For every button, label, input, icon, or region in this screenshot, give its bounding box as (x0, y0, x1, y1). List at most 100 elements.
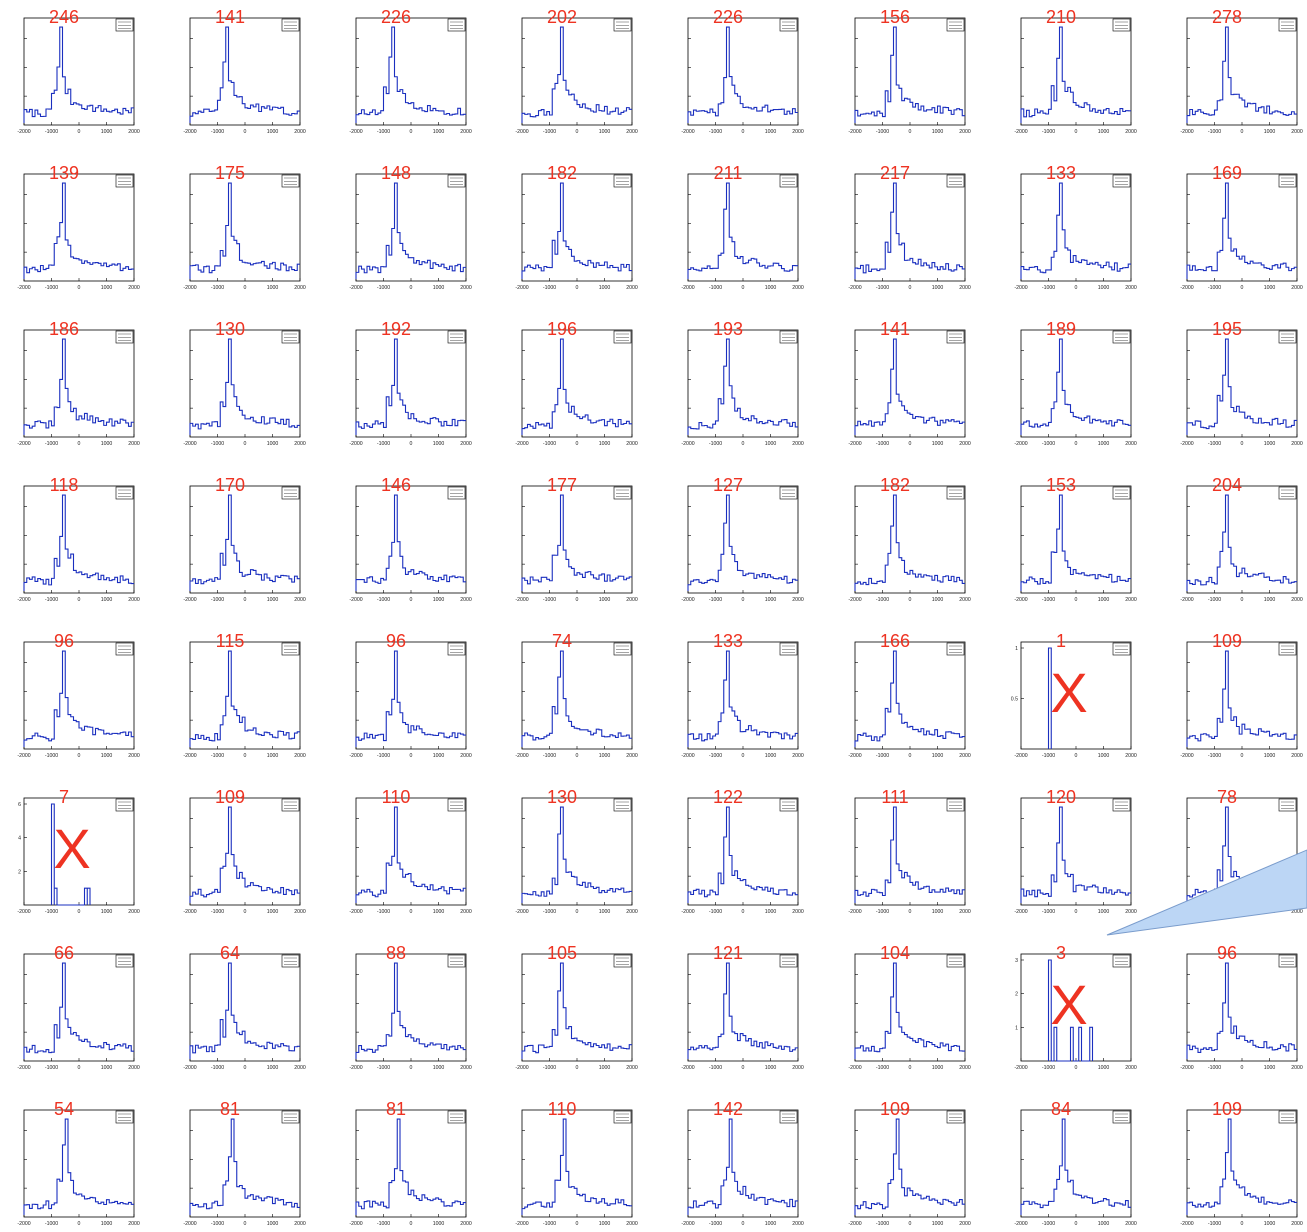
histogram-panel: -2000 -1000 0 1000 2000 110 (349, 787, 472, 915)
x-tick-label: -2000 (1014, 129, 1027, 135)
x-tick-label: -2000 (17, 441, 30, 447)
rejected-mark: X (1050, 973, 1087, 1036)
x-tick-label: 2000 (294, 1065, 306, 1071)
x-tick-label: 0 (909, 441, 912, 447)
entry-count: 1 (1056, 631, 1066, 651)
x-tick-label: 2000 (1125, 597, 1137, 603)
x-tick-label: 2000 (1125, 129, 1137, 135)
x-tick-label: 0 (909, 597, 912, 603)
x-tick-label: 2000 (1291, 909, 1303, 915)
panel-frame (687, 173, 799, 282)
x-tick-label: 1000 (1098, 909, 1110, 915)
entry-count: 130 (215, 319, 245, 339)
x-tick-label: -2000 (349, 285, 362, 291)
entry-count: 96 (1217, 943, 1237, 963)
x-tick-label: -2000 (681, 1065, 694, 1071)
histogram-line (521, 494, 632, 591)
entry-count: 115 (216, 631, 245, 651)
x-tick-label: 1000 (433, 1221, 445, 1227)
x-tick-label: 1000 (1264, 1065, 1276, 1071)
x-tick-label: 1000 (1098, 597, 1110, 603)
entry-count: 54 (54, 1099, 74, 1119)
panel-frame (355, 173, 467, 282)
histogram-panel: -2000 -1000 0 1000 2000 104 (848, 943, 971, 1071)
x-tick-label: 2000 (294, 1221, 306, 1227)
x-tick-label: -1000 (543, 129, 556, 135)
histogram-panel: -2000 -1000 0 1000 2000 130 (183, 319, 306, 447)
x-tick-label: 0 (1075, 1221, 1078, 1227)
x-tick-label: -2000 (1180, 753, 1193, 759)
x-tick-label: -2000 (183, 441, 196, 447)
x-tick-label: 1000 (267, 1221, 279, 1227)
x-tick-label: -2000 (17, 753, 30, 759)
x-tick-label: 1000 (599, 285, 611, 291)
entry-count: 141 (215, 7, 245, 27)
x-tick-label: -1000 (45, 285, 58, 291)
histogram-line (687, 338, 798, 435)
x-tick-label: -2000 (681, 1221, 694, 1227)
x-tick-label: 1000 (932, 753, 944, 759)
x-tick-label: 1000 (765, 441, 777, 447)
x-tick-label: -1000 (45, 1065, 58, 1071)
entry-count: 182 (547, 163, 577, 183)
entry-count: 217 (880, 163, 910, 183)
histogram-panel: -2000 -1000 0 1000 2000 122 (681, 787, 804, 915)
histogram-line (1186, 962, 1297, 1059)
x-tick-label: -2000 (848, 441, 861, 447)
x-tick-label: 0 (410, 441, 413, 447)
x-tick-label: -2000 (183, 129, 196, 135)
x-tick-label: -1000 (876, 285, 889, 291)
histogram-line (854, 494, 965, 591)
histogram-line (1186, 338, 1297, 435)
entry-count: 7 (59, 787, 69, 807)
x-tick-label: 2000 (128, 129, 140, 135)
histogram-line (687, 806, 798, 903)
x-tick-label: -1000 (876, 753, 889, 759)
x-tick-label: 0 (78, 285, 81, 291)
x-tick-label: -2000 (183, 753, 196, 759)
x-tick-label: 2000 (460, 1065, 472, 1071)
x-tick-label: 0 (1075, 909, 1078, 915)
entry-count: 66 (54, 943, 74, 963)
histogram-line (687, 26, 798, 123)
histogram-line (854, 26, 965, 123)
x-tick-label: -1000 (543, 753, 556, 759)
x-tick-label: 0 (244, 909, 247, 915)
histogram-line (521, 182, 632, 279)
x-tick-label: 2000 (1125, 285, 1137, 291)
x-tick-label: -2000 (681, 129, 694, 135)
x-tick-label: -2000 (1180, 1221, 1193, 1227)
histogram-line (355, 1118, 466, 1215)
x-tick-label: -1000 (543, 1065, 556, 1071)
histogram-panel: -2000 -1000 0 1000 2000 182 (515, 163, 638, 291)
x-tick-label: -2000 (1014, 909, 1027, 915)
x-tick-label: 1000 (765, 1065, 777, 1071)
x-tick-label: -2000 (515, 753, 528, 759)
histogram-panel: -2000 -1000 0 1000 2000 105 (515, 943, 638, 1071)
x-tick-label: 0 (244, 441, 247, 447)
histogram-panel: -2000 -1000 0 1000 2000 196 (515, 319, 638, 447)
x-tick-label: 0 (1075, 597, 1078, 603)
x-tick-label: 1000 (101, 597, 113, 603)
x-tick-label: 1000 (1098, 1221, 1110, 1227)
histogram-panel: -2000 -1000 0 1000 2000 170 (183, 475, 306, 603)
x-tick-label: 2000 (294, 597, 306, 603)
x-tick-label: 2000 (959, 129, 971, 135)
x-tick-label: 1000 (101, 1221, 113, 1227)
histogram-line (521, 650, 632, 747)
x-tick-label: -2000 (848, 1065, 861, 1071)
entry-count: 146 (381, 475, 411, 495)
x-tick-label: -1000 (377, 129, 390, 135)
x-tick-label: 0 (576, 441, 579, 447)
x-tick-label: 1000 (1264, 753, 1276, 759)
histogram-panel: -2000 -1000 0 1000 2000 109 (1180, 631, 1303, 759)
x-tick-label: -1000 (211, 129, 224, 135)
x-tick-label: -1000 (1042, 597, 1055, 603)
entry-count: 127 (713, 475, 743, 495)
x-tick-label: 0 (909, 129, 912, 135)
x-tick-label: 1000 (433, 129, 445, 135)
histogram-line (687, 1118, 798, 1215)
x-tick-label: -2000 (1180, 1065, 1193, 1071)
panel-frame (1186, 1109, 1298, 1218)
x-tick-label: -2000 (183, 285, 196, 291)
